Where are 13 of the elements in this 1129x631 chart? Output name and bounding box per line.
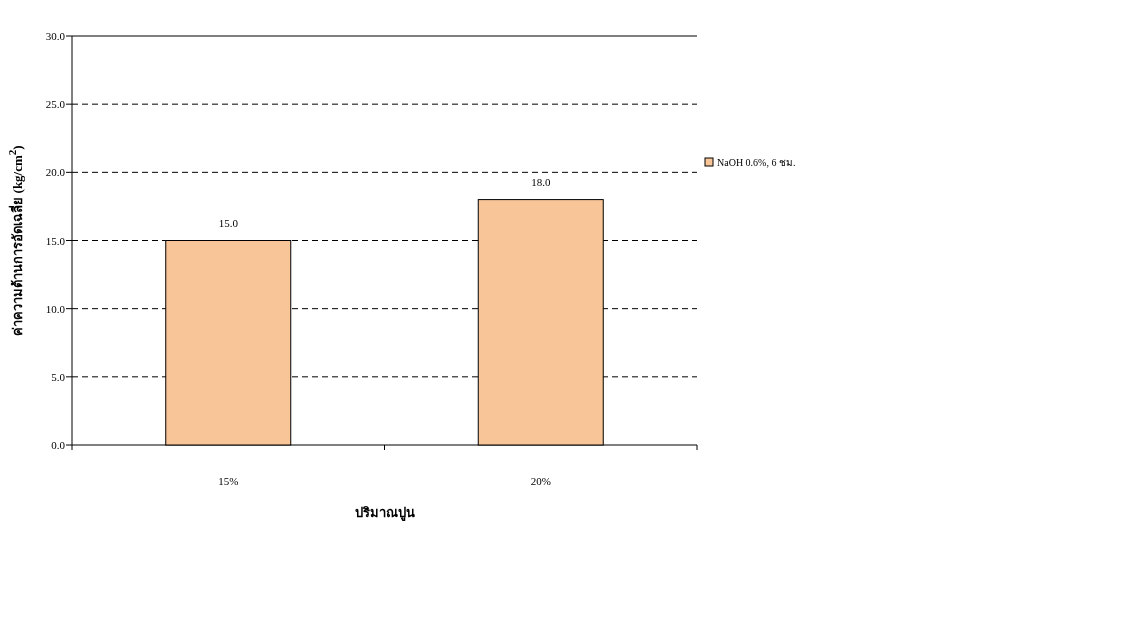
- x-tick-label: 15%: [218, 475, 239, 487]
- x-axis-title: ปริมาณปูน: [354, 505, 415, 521]
- y-tick-label: 10.0: [45, 302, 66, 315]
- data-label: 18.0: [531, 175, 551, 188]
- y-tick-label: 20.0: [45, 166, 66, 179]
- y-tick-label: 15.0: [45, 234, 66, 247]
- y-tick-label: 30.0: [45, 30, 66, 42]
- legend-label: NaOH 0.6%, 6 ชม.: [717, 157, 796, 168]
- y-tick-label: 25.0: [45, 98, 66, 111]
- x-tick-label: 20%: [530, 475, 551, 487]
- y-tick-label: 5.0: [51, 370, 66, 383]
- y-tick-label: 0.0: [51, 439, 66, 451]
- data-label: 15.0: [218, 216, 239, 229]
